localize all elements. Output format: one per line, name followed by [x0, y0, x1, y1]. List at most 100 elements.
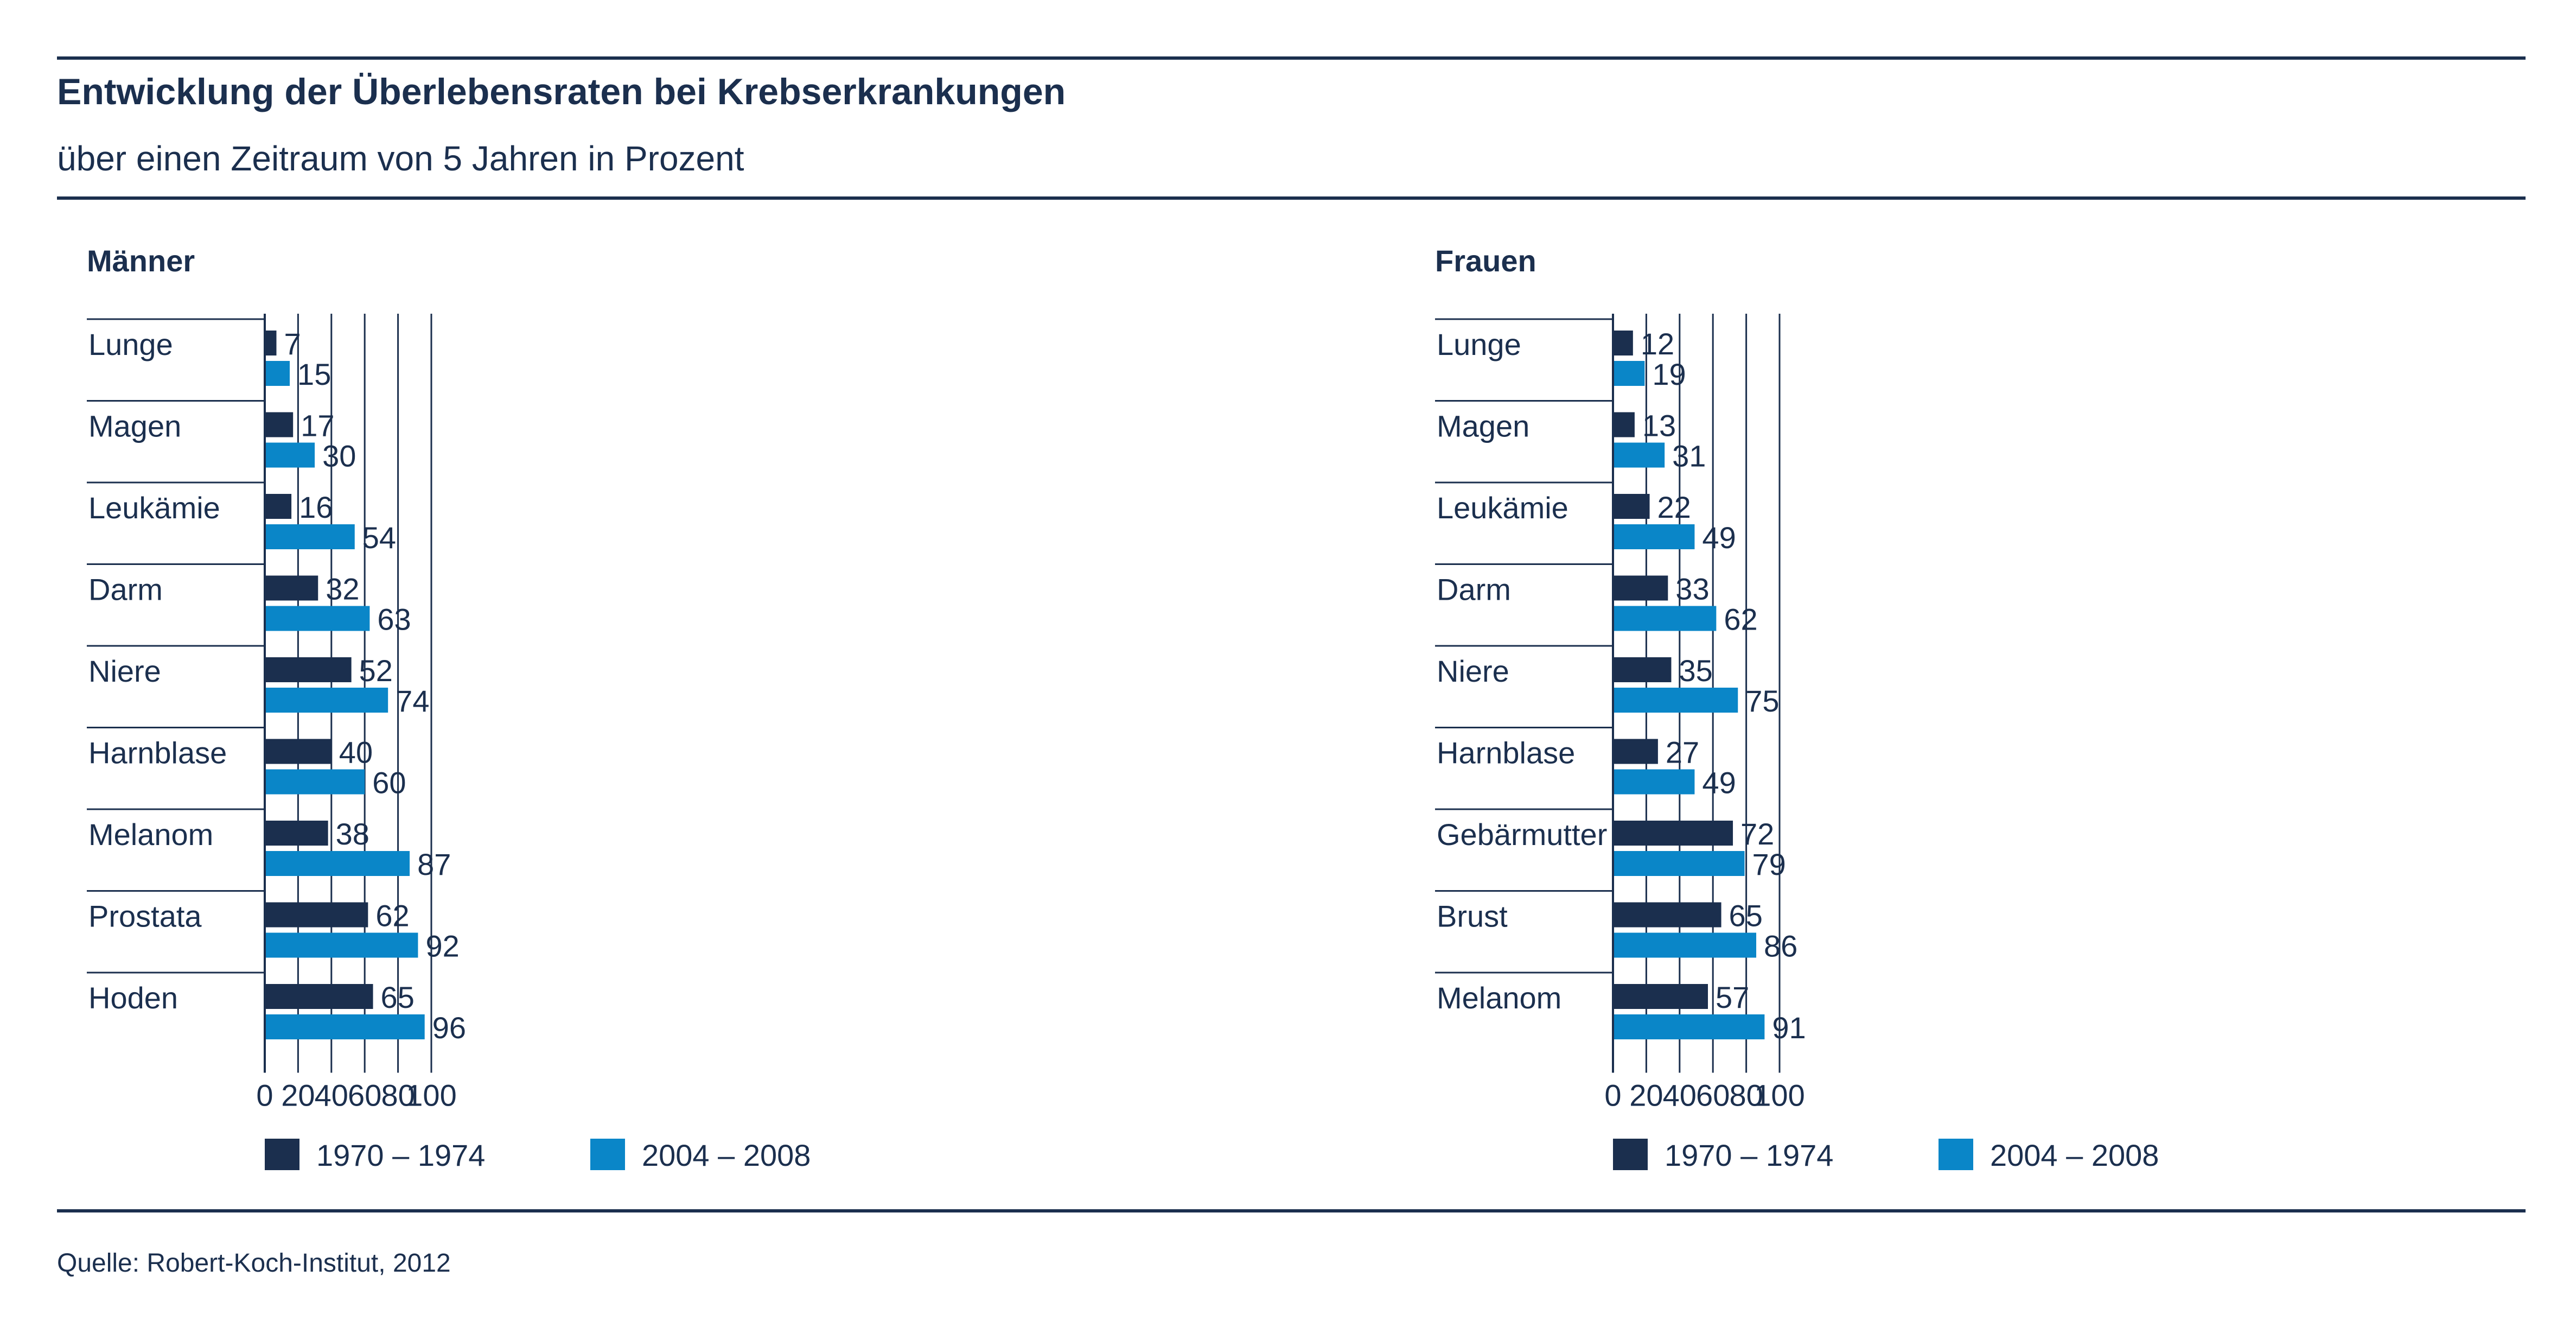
bar	[1613, 851, 1745, 876]
category-label: Harnblase	[1437, 736, 1575, 770]
data-label: 27	[1666, 735, 1699, 770]
bar	[265, 1014, 425, 1039]
data-label: 62	[1724, 602, 1757, 637]
bar	[265, 932, 418, 958]
bar	[1613, 821, 1733, 846]
panel-title: Männer	[87, 244, 195, 278]
data-label: 19	[1652, 357, 1686, 391]
bar	[1613, 1014, 1765, 1039]
data-label: 63	[377, 602, 411, 637]
data-label: 35	[1679, 653, 1712, 688]
data-label: 54	[362, 520, 396, 555]
legend-swatch	[590, 1139, 625, 1170]
x-tick-label: 0	[1604, 1078, 1621, 1113]
data-label: 31	[1672, 439, 1706, 473]
x-tick-label: 100	[1754, 1078, 1805, 1113]
bar	[1613, 739, 1658, 764]
bar	[265, 688, 388, 713]
category-label: Niere	[1437, 654, 1509, 688]
header-rule	[57, 196, 2526, 200]
bar	[265, 769, 365, 795]
bar	[1613, 606, 1717, 631]
data-label: 86	[1764, 929, 1797, 963]
legend-label: 2004 – 2008	[1990, 1138, 2159, 1172]
data-label: 22	[1657, 490, 1691, 524]
data-label: 16	[299, 490, 333, 524]
chart-frauen: Frauen Lunge Magen Leukämie Darm Niere Harnbla…	[1435, 244, 2159, 1172]
x-tick-label: 20	[281, 1078, 315, 1113]
category-label: Leukämie	[1437, 491, 1568, 525]
bar	[1613, 412, 1635, 437]
data-label: 62	[375, 899, 409, 933]
bar	[265, 821, 328, 846]
category-label: Lunge	[1437, 327, 1521, 361]
legend-swatch	[1613, 1139, 1648, 1170]
bar	[265, 851, 410, 876]
data-label: 12	[1641, 327, 1674, 361]
category-label: Melanom	[88, 817, 213, 852]
data-label: 91	[1772, 1011, 1806, 1045]
data-label: 15	[297, 357, 331, 391]
chart-subtitle: über einen Zeitraum von 5 Jahren in Proz…	[57, 139, 744, 178]
category-label: Brust	[1437, 899, 1508, 934]
bar	[1613, 331, 1633, 355]
bar	[1613, 932, 1757, 958]
bar	[265, 575, 318, 601]
legend-label: 1970 – 1974	[316, 1138, 485, 1172]
bar	[265, 331, 277, 355]
category-label: Melanom	[1437, 981, 1561, 1015]
data-label: 92	[425, 929, 459, 963]
bar	[265, 442, 315, 468]
data-label: 75	[1745, 684, 1779, 718]
data-label: 38	[336, 817, 369, 851]
x-tick-label: 80	[381, 1078, 415, 1113]
data-label: 17	[301, 409, 334, 443]
data-label: 60	[372, 766, 406, 800]
data-label: 32	[326, 572, 359, 606]
bar	[1613, 769, 1695, 795]
chart-maenner: Männer Lunge Magen Leukämie Darm Niere Harnbla…	[87, 244, 811, 1172]
category-label: Darm	[1437, 573, 1511, 607]
chart-title: Entwicklung der Überlebensraten bei Kreb…	[57, 71, 1066, 112]
legend-swatch	[265, 1139, 299, 1170]
legend-swatch	[1939, 1139, 1973, 1170]
x-tick-label: 60	[348, 1078, 381, 1113]
data-label: 30	[322, 439, 356, 473]
x-tick-label: 40	[315, 1078, 348, 1113]
bar	[1613, 575, 1668, 601]
data-label: 57	[1716, 980, 1749, 1014]
data-label: 52	[359, 653, 393, 688]
x-tick-label: 40	[1663, 1078, 1697, 1113]
bar	[1613, 688, 1738, 713]
data-label: 87	[417, 847, 451, 881]
category-label: Hoden	[88, 981, 178, 1015]
bar	[265, 606, 370, 631]
data-label: 72	[1740, 817, 1774, 851]
bar	[265, 739, 331, 764]
data-label: 13	[1642, 409, 1676, 443]
bar	[1613, 361, 1645, 386]
category-label: Magen	[1437, 409, 1529, 443]
legend-label: 1970 – 1974	[1665, 1138, 1833, 1172]
bar	[265, 361, 290, 386]
bar	[1613, 657, 1672, 682]
source-note: Quelle: Robert-Koch-Institut, 2012	[57, 1249, 451, 1278]
bar	[265, 524, 355, 549]
panel-title: Frauen	[1435, 244, 1536, 278]
bar	[265, 494, 292, 519]
category-label: Magen	[88, 409, 181, 443]
data-label: 33	[1675, 572, 1709, 606]
category-label: Gebärmutter	[1437, 817, 1607, 852]
bar	[1613, 902, 1721, 928]
bar	[1613, 442, 1665, 468]
bar	[1613, 984, 1708, 1009]
data-label: 79	[1752, 847, 1786, 881]
data-label: 96	[432, 1011, 466, 1045]
category-label: Niere	[88, 654, 161, 688]
bar	[265, 902, 368, 928]
category-label: Harnblase	[88, 736, 227, 770]
data-label: 40	[339, 735, 373, 770]
bar	[1613, 494, 1650, 519]
data-label: 49	[1702, 766, 1736, 800]
bar	[265, 984, 373, 1009]
